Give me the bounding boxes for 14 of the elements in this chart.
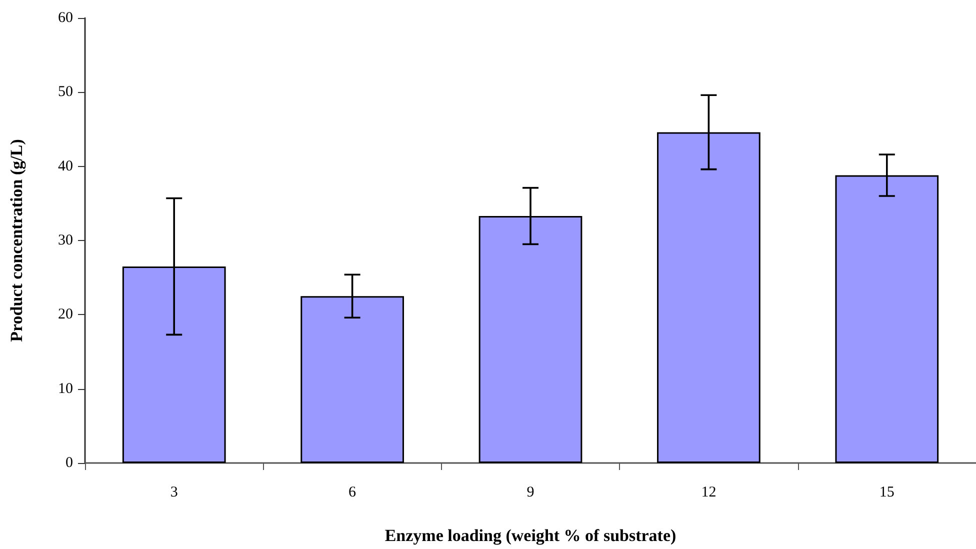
- x-tick-label: 3: [170, 484, 178, 500]
- x-tick-label: 6: [348, 484, 357, 500]
- x-tick-label: 15: [879, 484, 894, 500]
- x-tick-label: 9: [526, 484, 534, 500]
- y-tick-label: 30: [58, 232, 73, 248]
- y-tick-label: 60: [58, 10, 73, 26]
- y-tick-label: 40: [58, 158, 73, 174]
- y-tick-label: 50: [58, 84, 73, 100]
- x-tick-label: 12: [701, 484, 716, 500]
- x-axis-title: Enzyme loading (weight % of substrate): [384, 526, 676, 545]
- y-tick-label: 20: [58, 306, 73, 323]
- y-axis-title: Product concentration (g/L): [7, 139, 26, 342]
- y-tick-label: 0: [66, 455, 73, 471]
- y-tick-label: 10: [58, 380, 73, 397]
